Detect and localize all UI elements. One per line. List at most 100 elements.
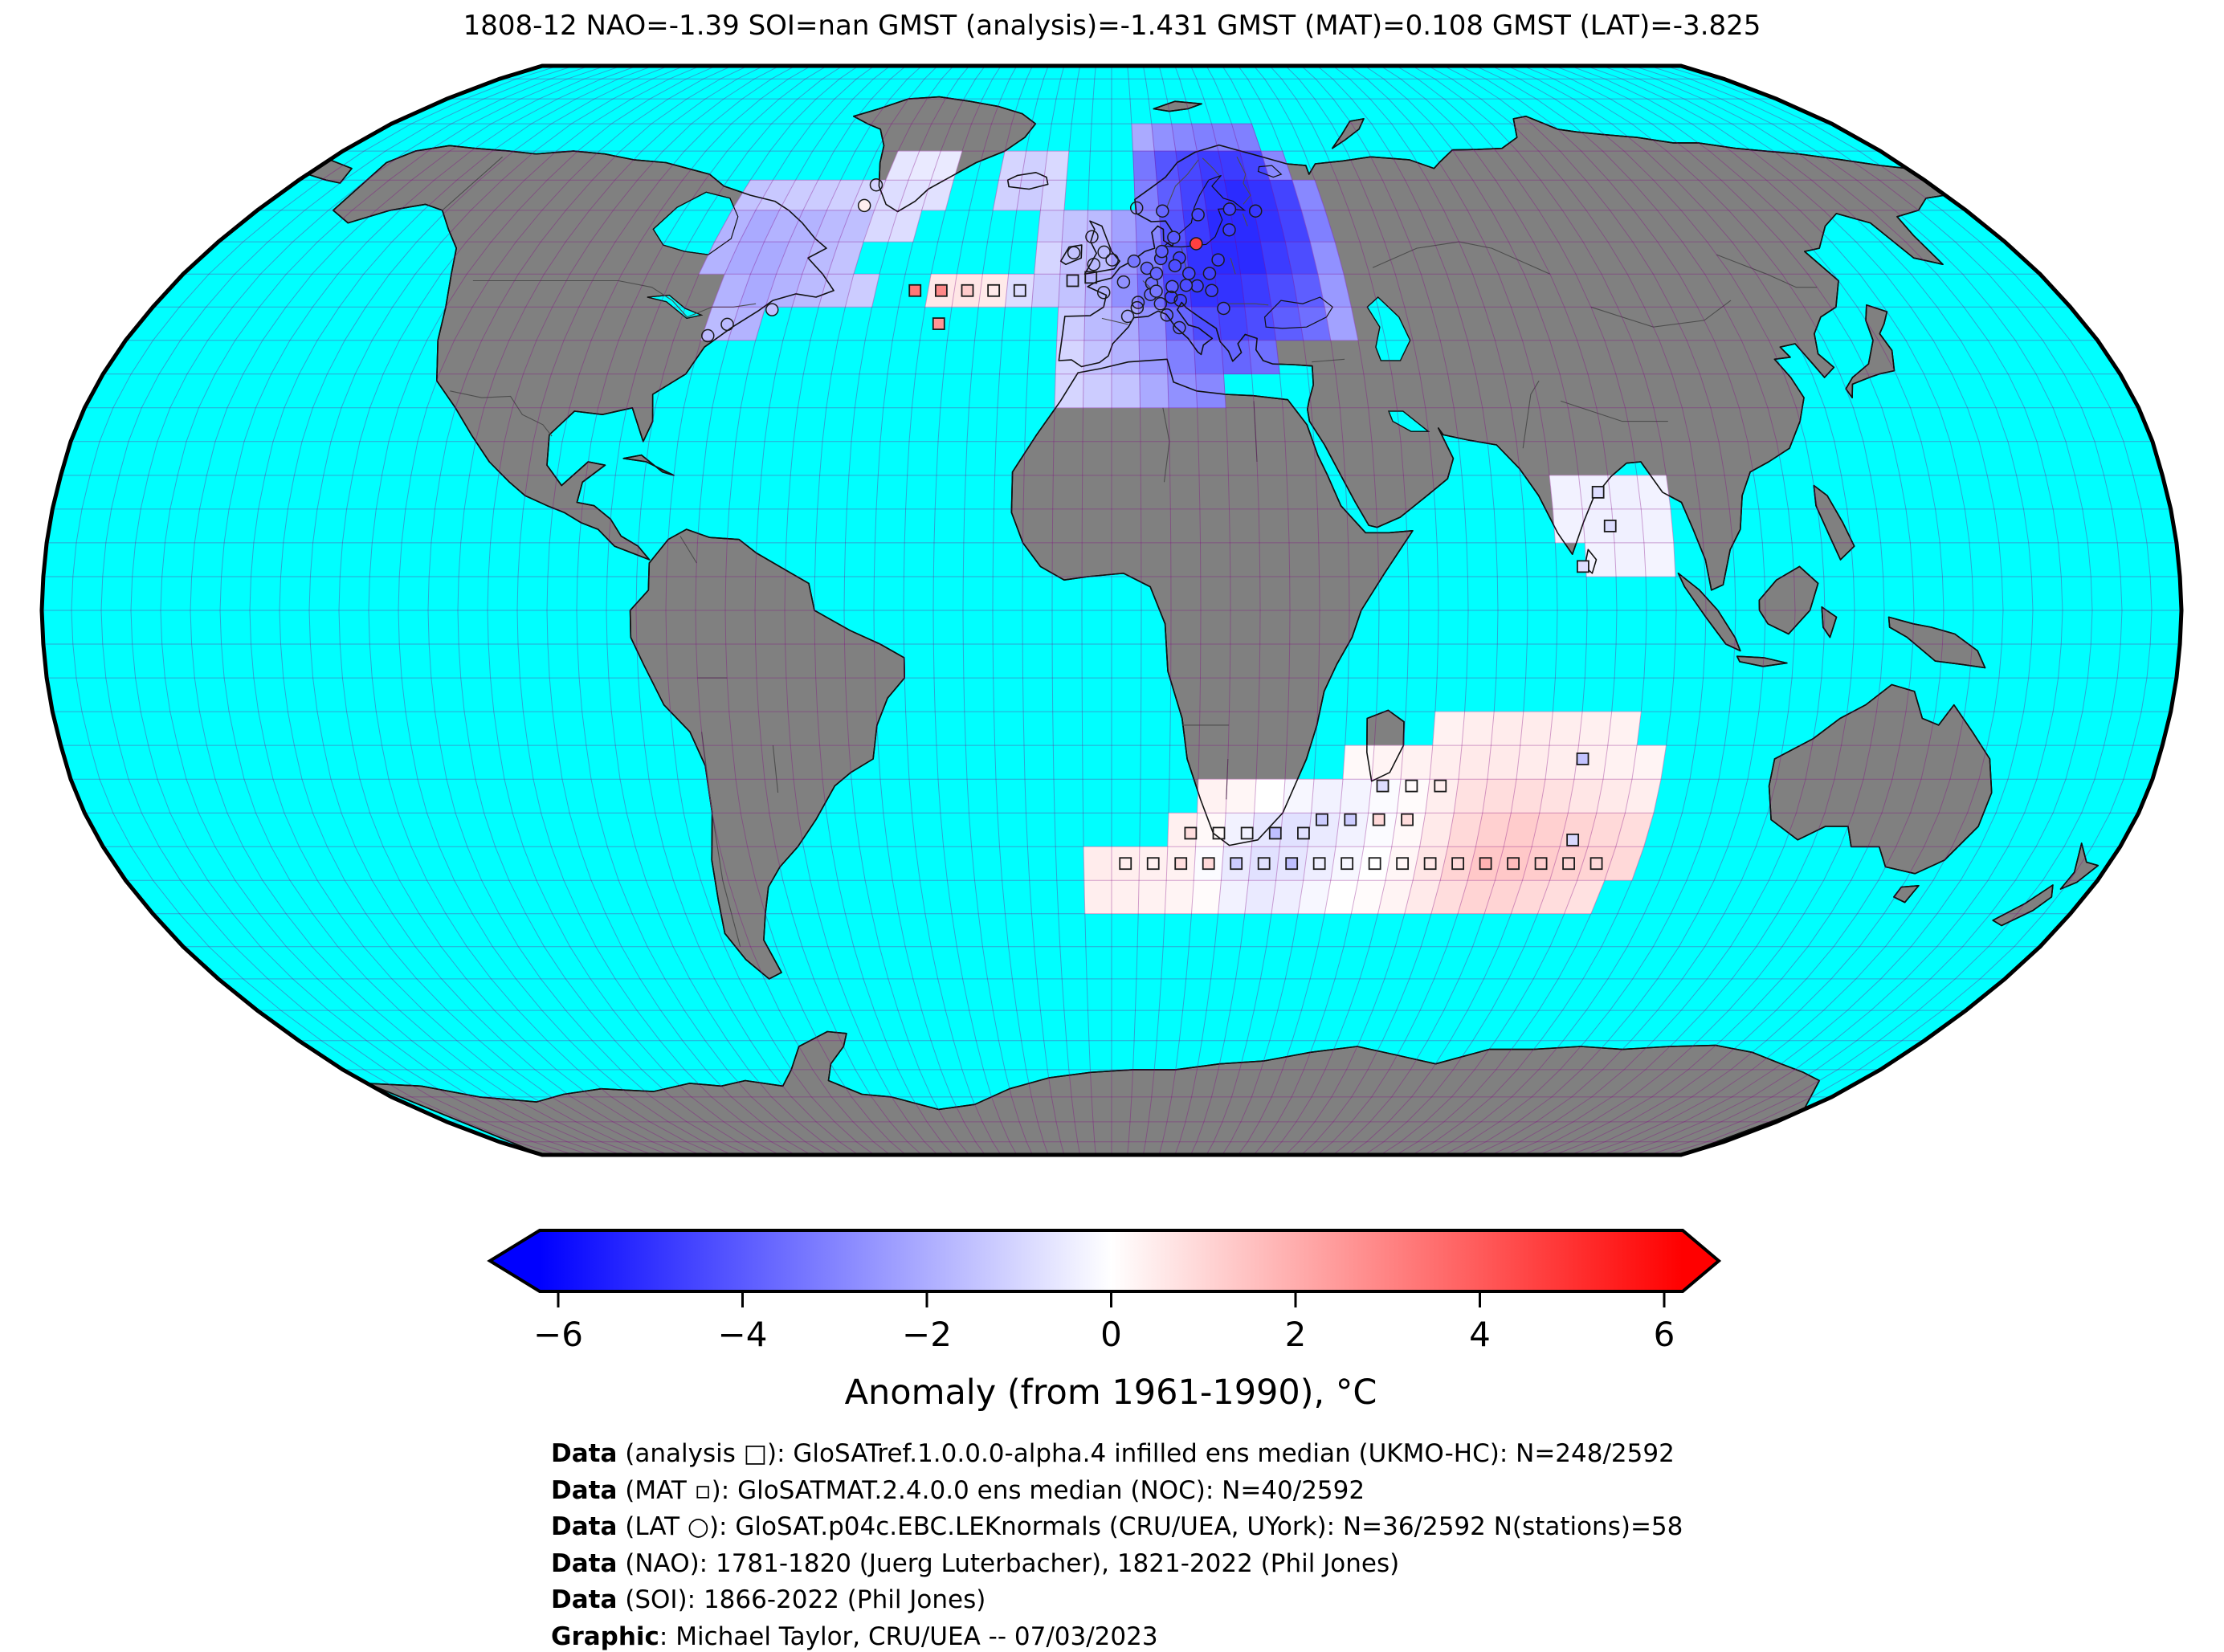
anomaly-cell [1191, 879, 1222, 914]
anomaly-cell [1453, 778, 1488, 814]
anomaly-cell [1165, 340, 1196, 375]
mat-marker [1372, 813, 1385, 826]
credit-label: Data [551, 1548, 618, 1578]
lake-outline-hud [652, 191, 739, 255]
mat-marker [1184, 826, 1198, 840]
anomaly-cell [1429, 744, 1463, 780]
coastline-sval [1153, 100, 1202, 112]
colorbar-tick-label: 6 [1654, 1315, 1675, 1354]
coastline-nzn [2059, 842, 2099, 890]
anomaly-cell [1111, 846, 1141, 881]
meridian-line [695, 66, 891, 1155]
anomaly-cell [1043, 150, 1070, 181]
meridian-line [1081, 66, 1096, 1155]
mat-marker [1257, 857, 1271, 871]
anomaly-cell [1214, 273, 1246, 308]
anomaly-cell [1432, 711, 1465, 746]
meridian-line [1158, 66, 1202, 1155]
coastline-uk [1083, 220, 1120, 275]
map-outline [39, 63, 2184, 1157]
meridian-line [635, 66, 859, 1155]
meridian-line [368, 66, 716, 1155]
credit-line: Data (MAT ▫): GloSATMAT.2.4.0.0 ens medi… [551, 1473, 1683, 1510]
lat-station-marker [1096, 285, 1111, 300]
figure-title: 1808-12 NAO=-1.39 SOI=nan GMST (analysis… [463, 10, 1761, 42]
meridian-line [1617, 66, 2063, 1155]
lat-station-marker [1222, 222, 1236, 237]
country-border [1228, 303, 1269, 306]
coastline-sri [1584, 549, 1598, 574]
anomaly-cell [1482, 778, 1517, 814]
coastline-cuba [622, 454, 675, 476]
anomaly-cell [1164, 879, 1194, 914]
credit-text: : Michael Taylor, CRU/UEA -- 07/03/2023 [659, 1621, 1158, 1651]
lat-station-marker [1248, 204, 1263, 218]
mat-marker [908, 283, 922, 297]
anomaly-cell [1139, 373, 1169, 409]
meridian-line [1538, 66, 1915, 1155]
anomaly-cell [1631, 744, 1667, 780]
mat-marker [1451, 857, 1465, 871]
country-border [1561, 400, 1668, 422]
meridian-line [932, 66, 1018, 1155]
colorbar-axis-label: Anomaly (from 1961-1990), °C [845, 1373, 1377, 1413]
mat-marker [934, 283, 948, 297]
mat-marker [1230, 857, 1243, 871]
credits-block: Data (analysis □): GloSATref.1.0.0.0-alp… [551, 1436, 1683, 1652]
meridian-line [1238, 66, 1350, 1155]
anomaly-cell [977, 273, 1009, 308]
mat-marker [1344, 813, 1357, 826]
lat-station-marker [1105, 253, 1119, 267]
anomaly-cell [1083, 846, 1112, 881]
colorbar-tick-label: −4 [718, 1315, 768, 1354]
meridian-line [754, 66, 923, 1155]
country-border [679, 536, 697, 564]
anomaly-cell [1248, 340, 1280, 375]
credit-line: Data (NAO): 1781-1820 (Juerg Luterbacher… [551, 1546, 1683, 1583]
anomaly-cell [1083, 306, 1112, 341]
anomaly-cell [1400, 744, 1434, 780]
anomaly-cell [1516, 744, 1550, 780]
lat-station-marker [1153, 296, 1168, 311]
lat-station-marker [1205, 283, 1218, 298]
country-border [1522, 380, 1540, 449]
meridian-line [903, 66, 1002, 1155]
meridian-line [1285, 66, 1439, 1155]
mat-marker [1507, 857, 1520, 871]
anomaly-cell [1611, 508, 1645, 544]
anomaly-cell [1248, 846, 1280, 881]
colorbar-tick-label: −2 [902, 1315, 952, 1354]
credit-text: (LAT ○): GloSAT.p04c.EBC.LEKnormals (CRU… [617, 1512, 1683, 1541]
anomaly-cell [1279, 812, 1312, 847]
mat-marker [1212, 826, 1226, 840]
anomaly-cell [1191, 306, 1222, 341]
meridian-line [873, 66, 985, 1155]
credit-label: Data [551, 1585, 618, 1614]
lat-station-marker [1116, 275, 1131, 289]
anomaly-cell [1031, 273, 1061, 308]
anomaly-cell [1111, 210, 1137, 243]
lake-outline-pgf [1388, 410, 1430, 432]
mat-marker [1297, 826, 1310, 840]
meridian-line [516, 66, 796, 1155]
anomaly-cell [888, 210, 922, 243]
meridian-line [1602, 66, 2034, 1155]
meridian-line [1665, 66, 2153, 1155]
meridian-line [1411, 66, 1677, 1155]
mat-marker [987, 283, 1001, 297]
mat-marker [1577, 560, 1589, 573]
lat-station-marker [1164, 290, 1178, 304]
anomaly-cell [1034, 241, 1063, 275]
meridian-line [1127, 66, 1142, 1155]
anomaly-cell [1061, 210, 1088, 243]
meridian-line [814, 66, 954, 1155]
anomaly-cell [1218, 879, 1249, 914]
credit-label: Data [551, 1512, 618, 1541]
meridian-line [1585, 66, 2004, 1155]
meridian-line [606, 66, 843, 1155]
country-border [1716, 254, 1818, 288]
credit-line: Data (SOI): 1866-2022 (Phil Jones) [551, 1582, 1683, 1619]
meridian-line [1427, 66, 1707, 1155]
credit-line: Graphic: Michael Taylor, CRU/UEA -- 07/0… [551, 1619, 1683, 1652]
anomaly-cell [1342, 744, 1375, 780]
